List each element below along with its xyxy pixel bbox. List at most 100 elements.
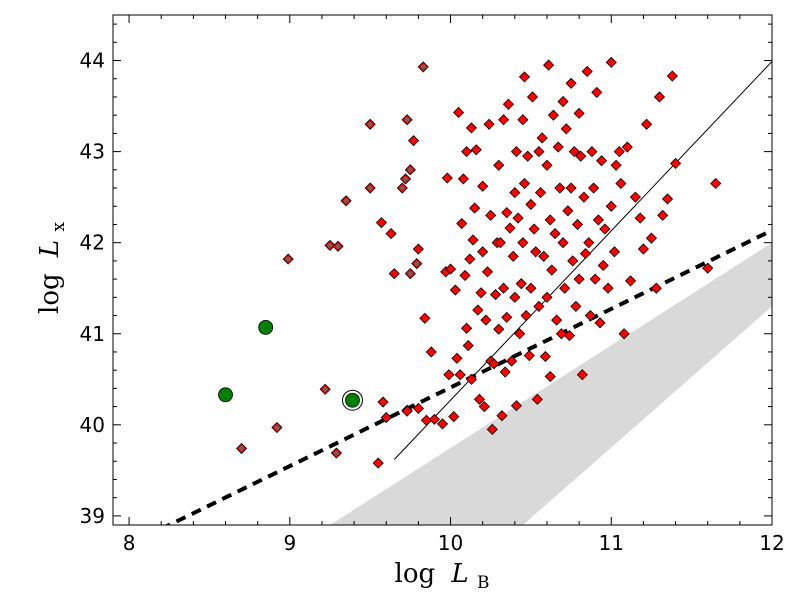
red-point xyxy=(502,98,514,110)
red-point xyxy=(380,411,392,424)
red-point xyxy=(650,282,662,294)
gray-point-core xyxy=(327,243,333,248)
y-tick-label: 40 xyxy=(80,413,105,437)
red-point xyxy=(428,413,441,425)
red-point xyxy=(573,107,585,119)
red-point xyxy=(408,135,420,147)
red-point xyxy=(645,232,658,244)
red-point xyxy=(499,366,511,378)
red-point xyxy=(461,322,473,334)
red-point xyxy=(523,350,535,362)
red-point xyxy=(575,150,587,162)
red-point xyxy=(469,202,481,214)
red-point xyxy=(710,177,722,190)
red-point xyxy=(457,173,469,185)
red-point xyxy=(618,328,630,340)
red-point xyxy=(493,159,505,171)
green-point xyxy=(258,319,274,335)
red-point xyxy=(412,402,424,414)
red-point xyxy=(496,410,508,422)
red-point xyxy=(599,223,611,235)
red-point xyxy=(453,106,465,119)
red-point xyxy=(425,346,437,358)
red-point xyxy=(509,291,521,303)
red-point xyxy=(485,209,497,221)
red-point xyxy=(551,314,563,326)
red-point xyxy=(541,159,553,171)
red-point xyxy=(605,56,617,68)
x-axis-label: log L B xyxy=(395,559,490,593)
red-point xyxy=(571,218,584,231)
gray-point-core xyxy=(367,122,373,127)
x-axis-label-symbol: L xyxy=(450,559,468,589)
red-point xyxy=(573,273,585,285)
red-point xyxy=(560,123,572,135)
red-point xyxy=(506,355,518,367)
red-point xyxy=(501,207,513,219)
gray-point-core xyxy=(343,198,349,203)
red-point xyxy=(486,423,498,435)
red-point xyxy=(494,237,506,249)
red-point xyxy=(507,250,519,262)
red-point xyxy=(621,141,633,153)
red-point xyxy=(602,282,614,294)
red-point xyxy=(510,146,523,158)
red-point xyxy=(565,77,577,89)
green-point xyxy=(345,392,360,408)
red-point xyxy=(464,253,476,265)
red-point xyxy=(461,146,473,158)
y-axis-label-subscript: x xyxy=(49,222,69,232)
red-point xyxy=(470,144,482,156)
red-point xyxy=(522,150,534,162)
red-point xyxy=(449,284,461,296)
red-point xyxy=(661,193,674,205)
red-point xyxy=(467,234,479,246)
red-point xyxy=(539,350,551,363)
red-point xyxy=(552,141,564,153)
red-point xyxy=(488,358,500,370)
red-point xyxy=(517,237,529,249)
red-point xyxy=(459,269,471,282)
red-point xyxy=(637,243,649,255)
red-point xyxy=(581,65,593,78)
plot-area xyxy=(164,56,772,525)
red-point xyxy=(375,217,387,229)
x-tick-label: 12 xyxy=(759,531,784,555)
red-point xyxy=(489,289,502,301)
red-point xyxy=(510,400,523,412)
red-point xyxy=(544,370,556,383)
red-point xyxy=(534,187,547,199)
red-point xyxy=(555,328,568,340)
gray-point-core xyxy=(274,425,280,430)
red-point xyxy=(578,191,590,203)
red-point xyxy=(462,340,474,352)
gray-point-core xyxy=(400,185,405,191)
plot-frame xyxy=(112,14,773,526)
red-point xyxy=(544,214,556,226)
red-point xyxy=(669,157,682,170)
red-point xyxy=(517,114,529,126)
red-point xyxy=(596,155,608,167)
red-point xyxy=(554,182,566,194)
red-point xyxy=(702,262,714,274)
solid-fit-line xyxy=(393,61,772,460)
gray-point-core xyxy=(403,176,408,182)
y-tick-label: 44 xyxy=(80,49,105,73)
red-point xyxy=(480,314,492,326)
red-point xyxy=(536,132,548,144)
gray-point-core xyxy=(239,446,244,451)
gray-point-core xyxy=(408,167,413,173)
red-point xyxy=(565,182,577,194)
gray-point-core xyxy=(322,387,328,392)
red-point xyxy=(481,266,494,278)
red-point xyxy=(518,71,531,83)
x-axis-label-subscript: B xyxy=(477,573,490,593)
red-point xyxy=(591,86,603,98)
red-point xyxy=(518,177,531,190)
red-point xyxy=(657,209,669,221)
red-point xyxy=(525,282,537,294)
red-point xyxy=(501,311,513,323)
red-point xyxy=(412,243,424,255)
red-point xyxy=(444,263,457,275)
red-point xyxy=(610,159,622,171)
